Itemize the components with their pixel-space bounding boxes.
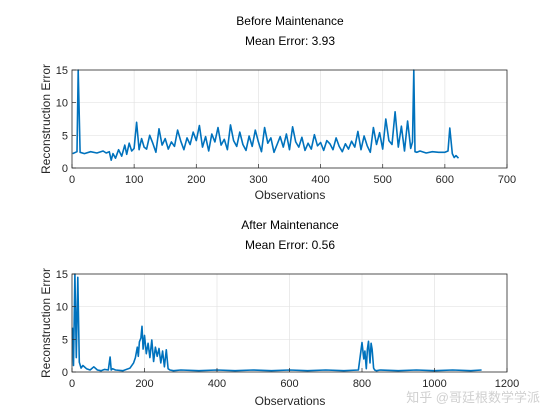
- y-tick-label: 10: [56, 98, 68, 110]
- series-line: [71, 273, 482, 372]
- x-axis-label: Observations: [255, 394, 326, 408]
- x-ticks: 0 100 200 300 400 500 600 700: [69, 164, 516, 186]
- x-axis-label: Observations: [255, 188, 326, 202]
- y-tick-label: 10: [56, 302, 68, 314]
- y-tick-label: 5: [62, 334, 68, 346]
- subplot-after-maintenance: After Maintenance Mean Error: 0.56 0 200 4…: [39, 218, 519, 408]
- y-tick-label: 0: [62, 163, 68, 175]
- chart-title: Before Maintenance: [236, 14, 344, 28]
- y-axis-label: Reconstruction Error: [39, 268, 53, 378]
- y-tick-label: 0: [62, 367, 68, 379]
- x-tick-label: 100: [125, 174, 143, 186]
- x-tick-label: 300: [249, 174, 267, 186]
- series-line: [72, 69, 460, 161]
- grid: [72, 70, 507, 168]
- y-axis-label: Reconstruction Error: [39, 64, 53, 174]
- x-tick-label: 400: [311, 174, 329, 186]
- chart-title: After Maintenance: [241, 218, 339, 232]
- x-tick-label: 200: [135, 378, 153, 390]
- y-tick-label: 15: [56, 65, 68, 77]
- axes-box: [71, 69, 508, 169]
- x-ticks: 0 200 400 600 800 1000 1200: [69, 368, 519, 390]
- x-tick-label: 600: [436, 174, 454, 186]
- y-tick-label: 15: [56, 269, 68, 281]
- x-tick-label: 800: [353, 378, 371, 390]
- x-tick-label: 1200: [495, 378, 519, 390]
- y-tick-label: 5: [62, 130, 68, 142]
- series-lines: [72, 69, 460, 161]
- x-tick-label: 200: [187, 174, 205, 186]
- x-tick-label: 400: [208, 378, 226, 390]
- x-tick-label: 600: [280, 378, 298, 390]
- y-ticks: 0 5 10 15: [56, 269, 76, 379]
- x-tick-label: 0: [69, 174, 75, 186]
- x-tick-label: 1000: [422, 378, 446, 390]
- series-lines: [71, 273, 482, 372]
- chart-subtitle: Mean Error: 0.56: [245, 238, 335, 252]
- plot-area: [72, 70, 507, 168]
- chart-subtitle: Mean Error: 3.93: [245, 34, 335, 48]
- x-tick-label: 700: [498, 174, 516, 186]
- y-ticks: 0 5 10 15: [56, 65, 76, 175]
- subplot-before-maintenance: Before Maintenance Mean Error: 3.93 0 100…: [39, 14, 516, 202]
- x-tick-label: 0: [69, 378, 75, 390]
- watermark: 知乎 @哥廷根数学学派: [406, 390, 540, 405]
- x-tick-label: 500: [374, 174, 392, 186]
